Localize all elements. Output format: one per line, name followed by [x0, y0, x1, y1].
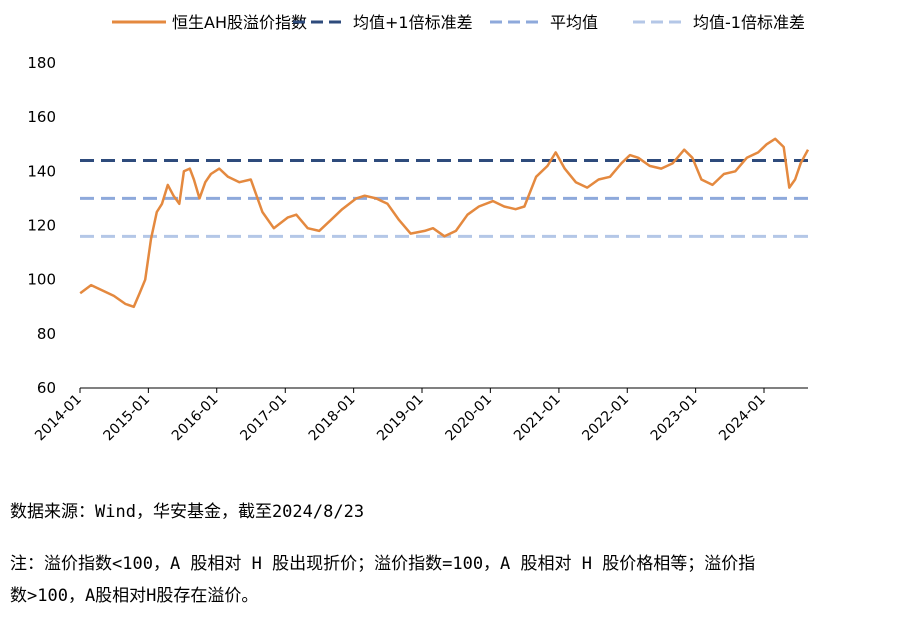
x-tick-label: 2021-01 [511, 392, 564, 445]
legend-label: 均值-1倍标准差 [693, 13, 805, 32]
y-axis: 60 80 100 120 140 160 180 [27, 54, 56, 397]
line-chart: 恒生AH股溢价指数 均值+1倍标准差 平均值 均值-1倍标准差 60 80 100 120 1… [27, 13, 810, 445]
y-tick-label: 140 [27, 162, 56, 180]
x-tick-label: 2016-01 [169, 392, 222, 445]
x-tick-label: 2024-01 [716, 392, 769, 445]
x-tick-label: 2020-01 [443, 392, 496, 445]
series-line [79, 137, 810, 309]
source-note: 数据来源：Wind，华安基金，截至2024/8/23 [10, 502, 365, 522]
x-tick-label: 2017-01 [237, 392, 290, 445]
x-tick-label: 2015-01 [101, 392, 154, 445]
legend-label: 平均值 [550, 13, 598, 32]
y-tick-label: 160 [27, 108, 56, 126]
legend: 恒生AH股溢价指数 均值+1倍标准差 平均值 均值-1倍标准差 [112, 13, 805, 32]
x-tick-label: 2022-01 [579, 392, 632, 445]
legend-label: 恒生AH股溢价指数 [172, 13, 307, 32]
legend-label: 均值+1倍标准差 [353, 13, 473, 32]
x-tick-label: 2023-01 [648, 392, 701, 445]
x-tick-label: 2019-01 [374, 392, 427, 445]
y-tick-label: 60 [37, 379, 56, 397]
y-tick-label: 180 [27, 54, 56, 72]
y-tick-label: 80 [37, 325, 56, 343]
footnote-line-1: 注：溢价指数<100，A 股相对 H 股出现折价；溢价指数=100，A 股相对 … [10, 554, 756, 574]
x-tick-label: 2018-01 [306, 392, 359, 445]
footnote-line-2: 数>100，A股相对H股存在溢价。 [10, 586, 259, 606]
plot-area [79, 137, 810, 309]
x-axis: 2014-01 2015-01 2016-01 2017-01 2018-01 2019-… [32, 387, 808, 445]
x-tick-label: 2014-01 [32, 392, 85, 445]
y-tick-label: 120 [27, 217, 56, 235]
y-tick-label: 100 [27, 271, 56, 289]
